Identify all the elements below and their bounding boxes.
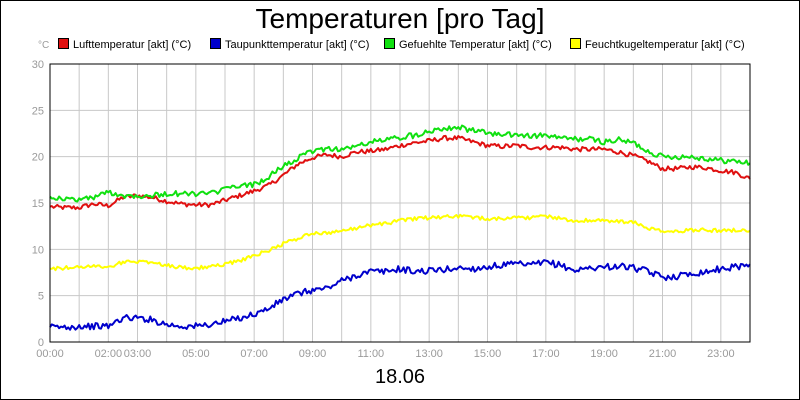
series-line-1 <box>49 259 751 331</box>
x-tick-label: 13:00 <box>415 348 443 360</box>
legend-swatch-lufttemperatur <box>58 38 69 49</box>
legend-item-lufttemperatur: Lufttemperatur [akt] (°C) <box>58 38 191 52</box>
legend-item-gefuehlte-temperatur: Gefuehlte Temperatur [akt] (°C) <box>384 38 552 52</box>
x-tick-label: 21:00 <box>649 348 677 360</box>
x-tick-label: 09:00 <box>299 348 327 360</box>
legend-item-feuchtkugeltemperatur: Feuchtkugeltemperatur [akt] (°C) <box>570 38 745 52</box>
series-line-0 <box>49 134 751 211</box>
y-tick-label: 20 <box>32 152 44 164</box>
y-tick-label: 15 <box>32 198 44 210</box>
x-tick-label: 23:00 <box>707 348 735 360</box>
x-tick-label: 17:00 <box>532 348 560 360</box>
series-line-3 <box>50 213 751 272</box>
x-tick-label: 19:00 <box>590 348 618 360</box>
legend-label-taupunkttemperatur: Taupunkttemperatur [akt] (°C) <box>225 39 370 51</box>
series-lines <box>49 124 751 331</box>
plot-border <box>49 63 751 343</box>
y-tick-label: 0 <box>38 337 44 349</box>
chart-title: Temperaturen [pro Tag] <box>255 3 545 34</box>
legend-item-taupunkttemperatur: Taupunkttemperatur [akt] (°C) <box>210 38 369 52</box>
y-tick-label: 5 <box>38 291 44 303</box>
legend-label-lufttemperatur: Lufttemperatur [akt] (°C) <box>73 39 192 51</box>
x-axis-ticks: 00:00 02:00 03:00 05:00 07:00 09:00 11:00 13:00… <box>36 348 734 360</box>
x-tick-label: 03:00 <box>124 348 152 360</box>
grid <box>50 63 750 343</box>
y-axis-ticks: 0 5 10 15 20 25 30 <box>32 59 44 349</box>
x-tick-label: 00:00 <box>36 348 64 360</box>
y-tick-label: 30 <box>32 59 44 71</box>
x-tick-label: 11:00 <box>357 348 384 360</box>
date-label: 18.06 <box>374 366 426 388</box>
y-tick-label: 10 <box>32 244 44 256</box>
legend-swatch-feuchtkugeltemperatur <box>570 38 581 49</box>
x-tick-label: 02:00 <box>95 348 123 360</box>
x-tick-label: 15:00 <box>474 348 502 360</box>
x-tick-label: 05:00 <box>182 348 210 360</box>
x-tick-label: 07:00 <box>240 348 268 360</box>
y-tick-label: 25 <box>32 105 44 117</box>
legend-swatch-gefuehlte-temperatur <box>384 38 395 49</box>
legend-swatch-taupunkttemperatur <box>210 38 221 49</box>
y-unit-label: °C <box>38 40 50 51</box>
series-line-2 <box>49 124 751 203</box>
legend-label-gefuehlte-temperatur: Gefuehlte Temperatur [akt] (°C) <box>399 39 552 51</box>
legend-label-feuchtkugeltemperatur: Feuchtkugeltemperatur [akt] (°C) <box>585 39 745 51</box>
